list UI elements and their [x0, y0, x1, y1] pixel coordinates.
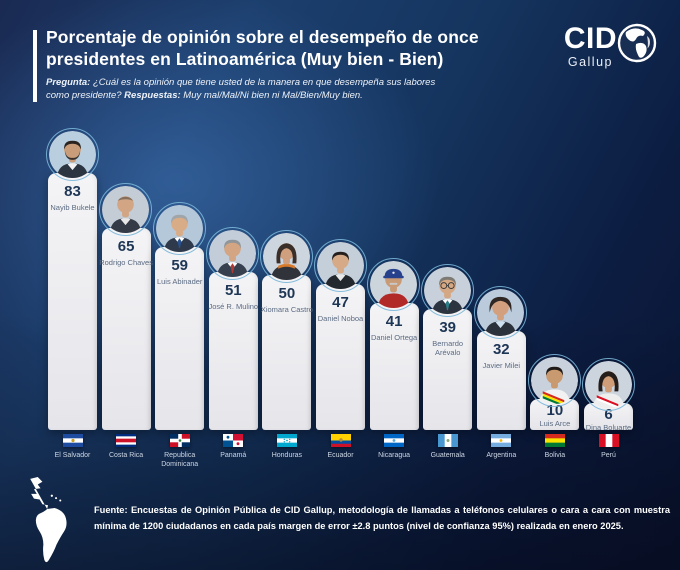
- president-name: Dina Boluarte: [585, 423, 632, 432]
- president-name: José R. Mulino: [208, 302, 259, 311]
- president-name: Xiomara Castro: [260, 305, 313, 314]
- page-title: Porcentaje de opinión sobre el desempeño…: [46, 27, 479, 69]
- president-photo-jos-r-mulino: [206, 227, 260, 280]
- bar-value: 51: [224, 282, 242, 299]
- bar-value: 32: [492, 341, 510, 358]
- president-name: Javier Milei: [482, 361, 521, 370]
- source-label: Fuente:: [94, 505, 128, 515]
- argentina-flag-icon: [491, 434, 512, 447]
- bar-value: 83: [64, 183, 81, 200]
- president-photo-daniel-noboa: [313, 239, 367, 292]
- president-photo-javier-milei: [474, 286, 528, 339]
- president-photo-daniel-ortega: [367, 258, 421, 311]
- costa-rica-flag-icon: [116, 434, 137, 447]
- republica-dominicana-flag-icon: [169, 434, 190, 447]
- question-text: ¿Cuál es la opinión que tiene usted de l…: [46, 77, 436, 102]
- panama-flag-icon: [223, 434, 244, 447]
- logo-sub-text: Gallup: [567, 55, 613, 69]
- bar-ecuador: 47 Daniel Noboa: [316, 284, 365, 430]
- president-name: Nayib Bukele: [50, 203, 95, 212]
- bar-value: 59: [171, 257, 189, 274]
- bar-argentina: 32 Javier Milei: [476, 331, 526, 430]
- country-label: Honduras: [271, 452, 303, 459]
- country-label: Republica Dominicana: [161, 452, 199, 469]
- country-label: Perú: [601, 452, 616, 459]
- bar-panam: 51 José R. Mulino: [208, 272, 258, 430]
- president-photo-nayib-bukele: [45, 128, 99, 181]
- bar-nicaragua: 41 Daniel Ortega: [369, 303, 419, 430]
- peru-flag-icon: [598, 434, 619, 447]
- president-photo-rodrigo-chaves: [99, 183, 153, 236]
- bar-value: 6: [604, 406, 613, 423]
- bar-guatemala: 39 Bernardo Arévalo: [423, 309, 473, 430]
- source-body: Encuestas de Opinión Pública de CID Gall…: [94, 505, 670, 532]
- president-photo-dina-boluarte: [581, 358, 635, 411]
- president-photo-bernardo-ar-valo: [420, 264, 474, 317]
- source-note: Fuente: Encuestas de Opinión Pública de …: [94, 502, 670, 535]
- bar-republica-dominicana: 59 Luis Abinader: [155, 247, 205, 430]
- answers-text: Muy mal/Mal/Ni bien ni Mal/Bien/Muy bien…: [180, 90, 363, 102]
- president-photo-luis-arce: [527, 354, 581, 407]
- bar-value: 39: [439, 319, 457, 336]
- title-accent-bar: [33, 30, 37, 102]
- bar-value: 47: [332, 294, 349, 311]
- president-name: Daniel Noboa: [317, 314, 364, 323]
- answers-label: Respuestas:: [124, 90, 181, 102]
- bar-el-salvador: 83 Nayib Bukele: [48, 173, 97, 430]
- country-label: Nicaragua: [378, 452, 411, 459]
- country-label: Bolivia: [544, 452, 566, 459]
- president-name: Bernardo Arévalo: [432, 339, 464, 358]
- country-label: Ecuador: [327, 452, 354, 459]
- americas-globe-icon: [616, 22, 658, 69]
- bar-value: 50: [278, 285, 296, 302]
- country-label: Argentina: [486, 452, 517, 459]
- bar-value: 65: [117, 238, 135, 255]
- country-label: Costa Rica: [108, 452, 144, 459]
- ecuador-flag-icon: [330, 434, 351, 447]
- country-label: Panamá: [220, 452, 247, 459]
- subtitle: Pregunta: ¿Cuál es la opinión que tiene …: [46, 76, 442, 103]
- bar-value: 41: [385, 313, 403, 330]
- president-photo-xiomara-castro: [259, 230, 313, 283]
- nicaragua-flag-icon: [384, 434, 405, 447]
- cid-gallup-logo: CID Gallup: [564, 24, 658, 69]
- el-salvador-flag-icon: [62, 434, 83, 447]
- guatemala-flag-icon: [437, 434, 458, 447]
- bolivia-flag-icon: [544, 434, 565, 447]
- logo-brand-text: CID: [563, 22, 617, 55]
- president-name: Rodrigo Chaves: [99, 258, 153, 267]
- bar-honduras: 50 Xiomara Castro: [261, 275, 313, 430]
- president-name: Luis Arce: [539, 419, 571, 428]
- president-name: Daniel Ortega: [370, 333, 418, 342]
- question-label: Pregunta:: [46, 77, 91, 88]
- country-label: El Salvador: [54, 452, 91, 459]
- president-photo-luis-abinader: [152, 202, 206, 255]
- president-name: Luis Abinader: [156, 277, 203, 286]
- honduras-flag-icon: [276, 434, 297, 447]
- country-label: Guatemala: [430, 452, 465, 459]
- bar-costa-rica: 65 Rodrigo Chaves: [99, 228, 153, 430]
- latin-america-map-icon: [2, 477, 96, 570]
